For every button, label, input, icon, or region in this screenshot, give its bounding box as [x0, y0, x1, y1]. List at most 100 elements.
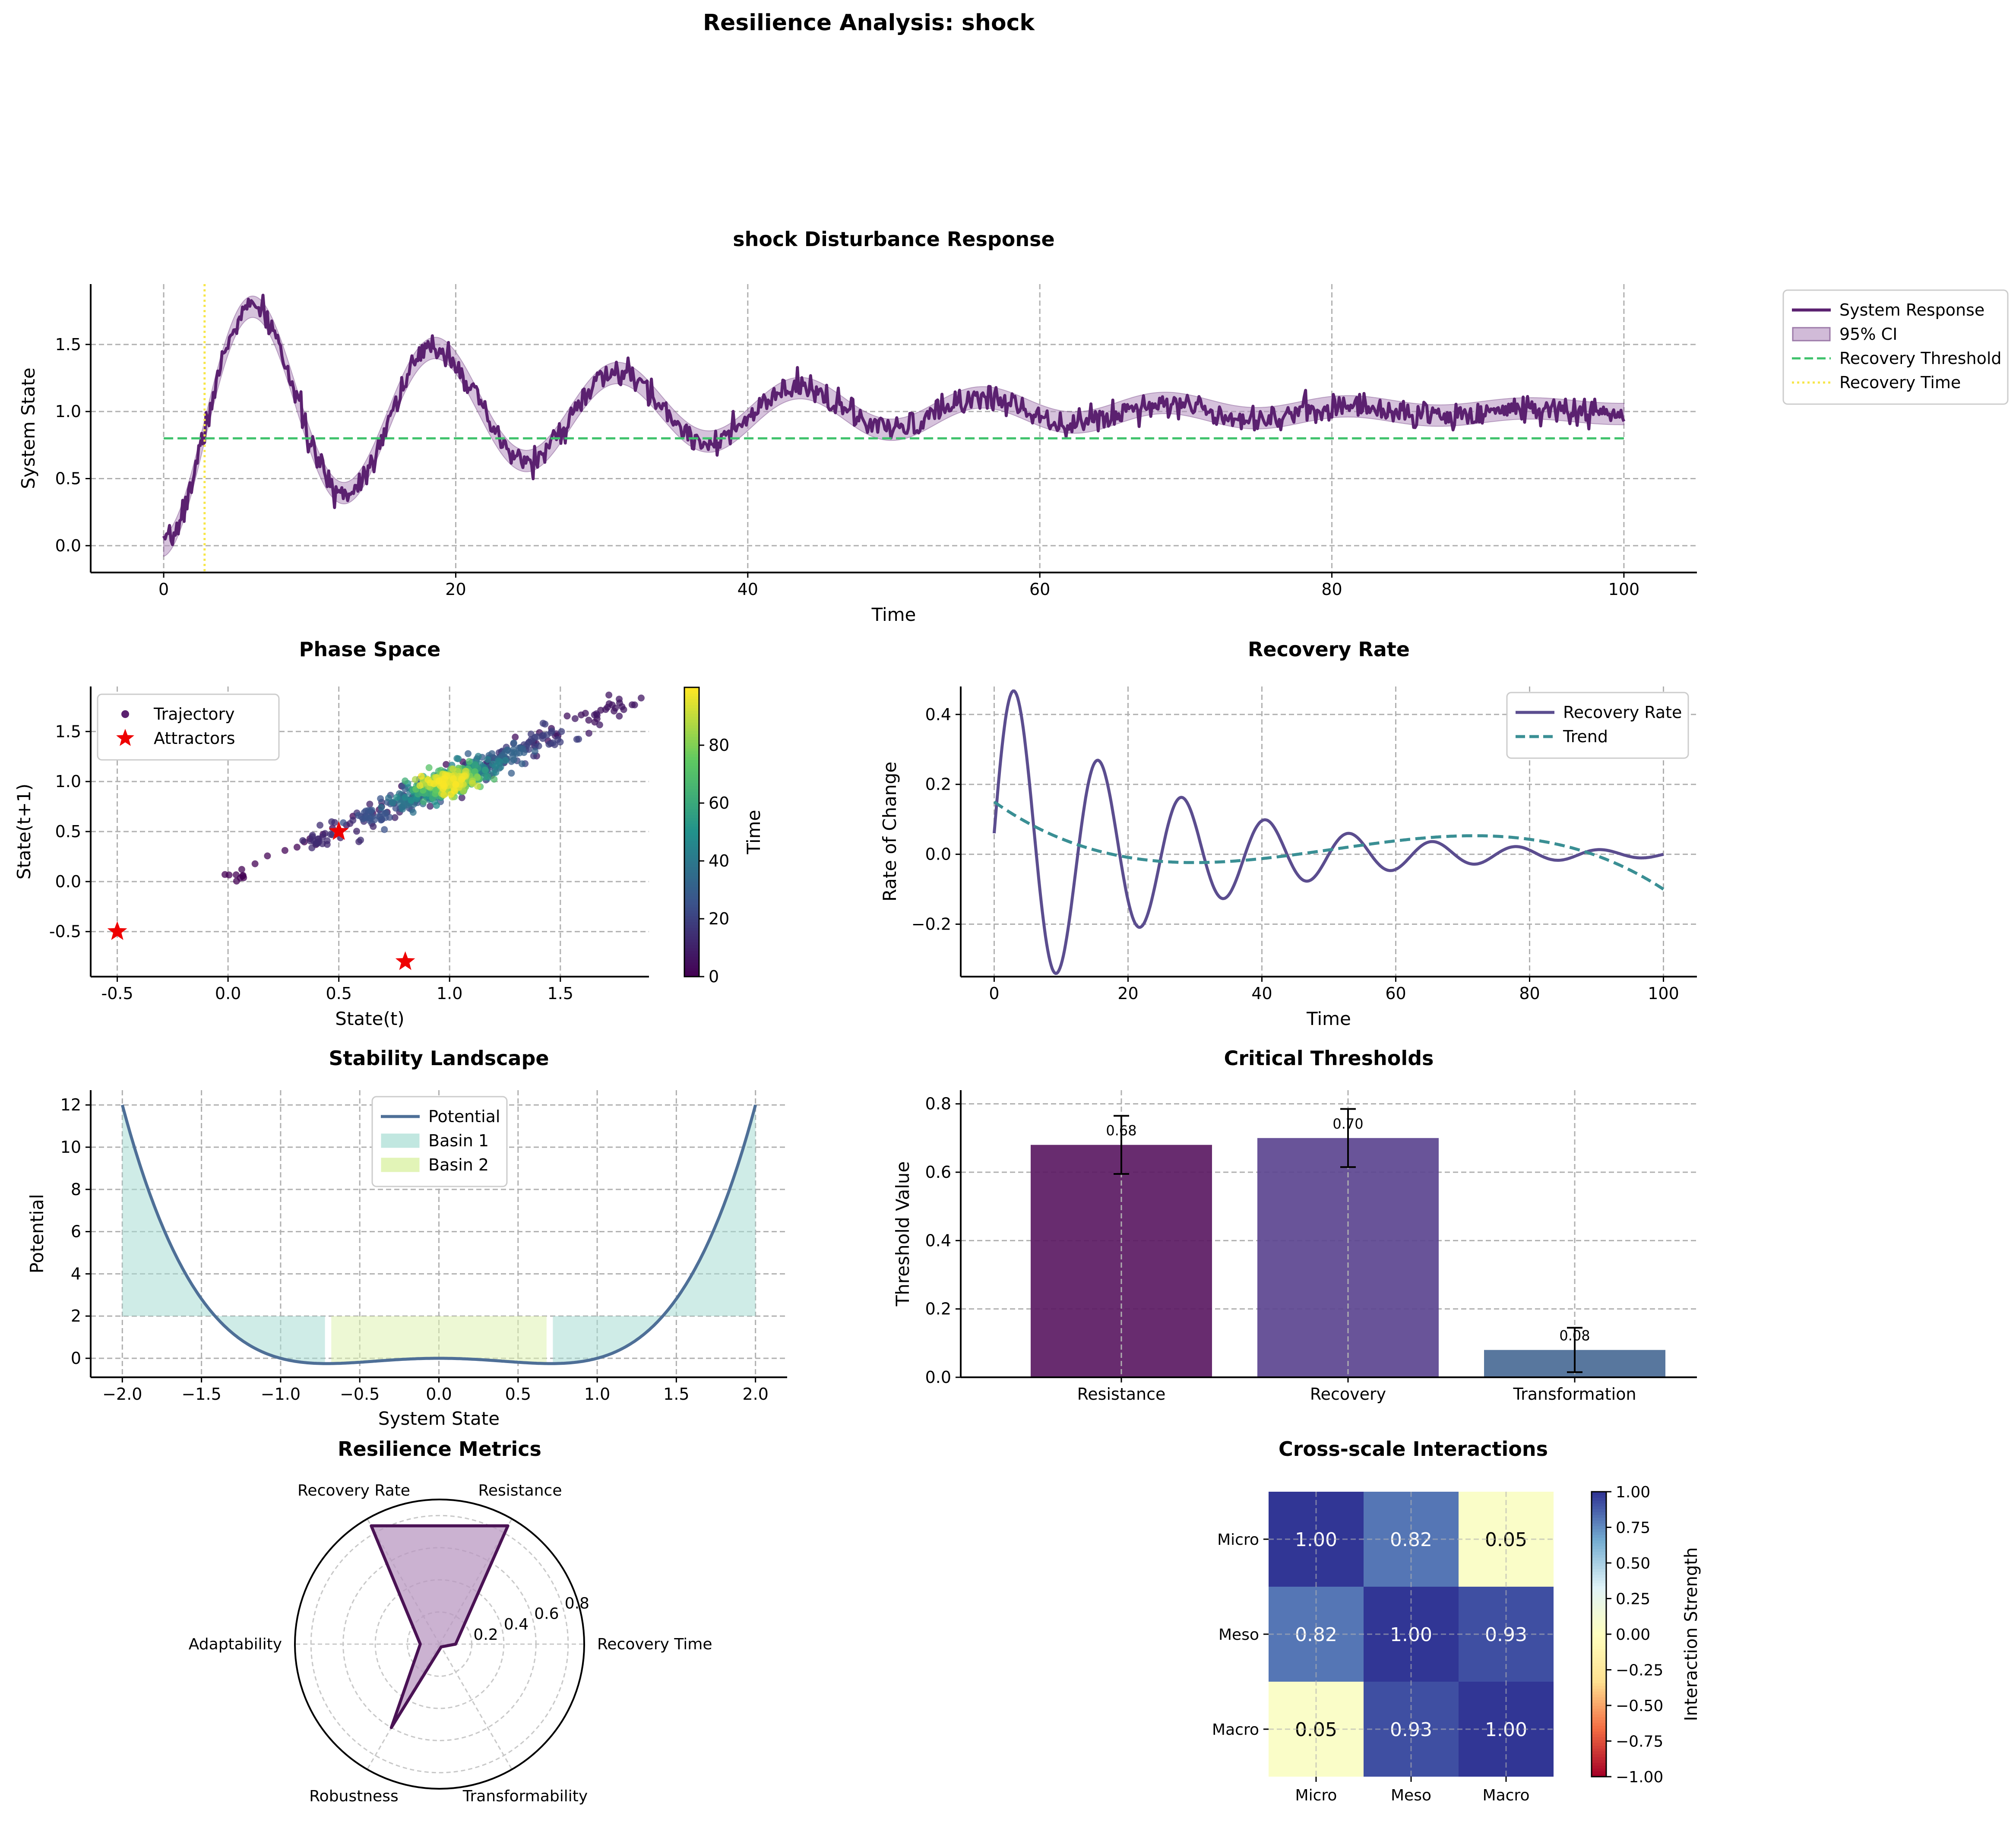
legend-swatch [1792, 327, 1831, 342]
colorbar-segment [684, 936, 699, 939]
trajectory-point [402, 777, 409, 784]
colorbar-tick-label: 1.00 [1616, 1484, 1650, 1501]
x-tick-label: −0.5 [340, 1385, 380, 1404]
colorbar-segment [1592, 1731, 1606, 1734]
trajectory-point [616, 699, 623, 706]
colorbar-segment [1592, 1725, 1606, 1729]
trajectory-point [418, 772, 425, 780]
bar-value-label: 0.70 [1332, 1116, 1363, 1132]
colorbar-segment [1592, 1714, 1606, 1718]
colorbar-segment [1592, 1594, 1606, 1598]
colorbar-segment [1592, 1694, 1606, 1698]
colorbar-segment [684, 962, 699, 966]
colorbar-segment [684, 693, 699, 697]
colorbar-segment [1592, 1660, 1606, 1663]
colorbar-segment [1592, 1531, 1606, 1535]
colorbar-segment [684, 702, 699, 705]
colorbar-segment [1592, 1745, 1606, 1749]
y-tick-label: 0.8 [925, 1094, 951, 1113]
y-tick-label: −0.2 [911, 915, 951, 934]
x-tick-label: Recovery [1310, 1385, 1386, 1404]
y-tick-label: 0.0 [55, 536, 81, 555]
trajectory-point [299, 837, 307, 844]
x-tick-label: −1.5 [181, 1385, 221, 1404]
trajectory-point [369, 813, 376, 820]
attractor-star [107, 921, 127, 940]
radar-r-tick-label: 0.4 [504, 1616, 529, 1633]
colorbar-segment [684, 690, 699, 694]
attractor-star [329, 821, 349, 840]
trajectory-point [368, 807, 376, 814]
colorbar-segment [1592, 1702, 1606, 1706]
trend-line [993, 800, 1665, 891]
colorbar-segment [1592, 1614, 1606, 1618]
colorbar-segment [1592, 1762, 1606, 1766]
colorbar-segment [684, 756, 699, 760]
colorbar-segment [684, 832, 699, 835]
colorbar-segment [1592, 1711, 1606, 1714]
trajectory-point [593, 710, 600, 718]
trajectory-point [293, 844, 301, 851]
panel-cross-scale-interactions: 1.000.820.050.821.000.930.050.931.00Micr… [1212, 1437, 1701, 1804]
colorbar-segment [684, 950, 699, 954]
trajectory-point [363, 813, 370, 821]
colorbar-segment [684, 765, 699, 769]
colorbar-label: Interaction Strength [1681, 1547, 1701, 1721]
colorbar-segment [1592, 1492, 1606, 1495]
colorbar-tick-label: −0.50 [1616, 1697, 1663, 1715]
colorbar-segment [684, 814, 699, 818]
trajectory-point [416, 782, 424, 789]
colorbar-segment [684, 771, 699, 775]
legend-swatch [381, 1158, 420, 1172]
x-tick-label: 1.5 [548, 984, 573, 1003]
colorbar-segment [684, 777, 699, 781]
colorbar-segment [684, 907, 699, 911]
x-tick-label: 80 [1321, 580, 1342, 599]
colorbar-segment [684, 916, 699, 919]
colorbar-segment [684, 768, 699, 772]
radar-axis-label: Adaptability [189, 1635, 282, 1653]
legend-entry: Recovery Threshold [1839, 349, 2002, 368]
trajectory-point [510, 749, 518, 756]
colorbar-segment [684, 800, 699, 803]
y-tick-label: 6 [71, 1222, 81, 1241]
colorbar-segment [684, 739, 699, 743]
y-tick-label: 4 [71, 1264, 81, 1283]
colorbar-segment [684, 870, 699, 873]
colorbar-segment [684, 791, 699, 795]
trajectory-point [496, 758, 503, 765]
trajectory-point [455, 755, 462, 762]
radar-r-tick-label: 0.8 [565, 1595, 589, 1613]
panel-title: shock Disturbance Response [733, 228, 1054, 251]
colorbar-segment [1592, 1634, 1606, 1638]
colorbar-segment [1592, 1506, 1606, 1509]
colorbar-segment [684, 774, 699, 778]
colorbar-segment [684, 817, 699, 821]
y-tick-label: 0.6 [925, 1163, 951, 1182]
y-tick-label: 1.5 [55, 722, 81, 741]
colorbar-segment [1592, 1503, 1606, 1506]
colorbar-segment [684, 864, 699, 867]
x-tick-label: 0.0 [215, 984, 241, 1003]
trajectory-point [608, 701, 616, 709]
radar-polygon [370, 1524, 510, 1729]
bar-value-label: 0.68 [1106, 1123, 1136, 1139]
trajectory-point [427, 803, 434, 810]
y-axis-label: Threshold Value [892, 1161, 913, 1307]
colorbar-segment [684, 904, 699, 908]
panel-recovery-rate: 0 20 40 60 80 100 −0.2 0.0 0.2 0.4 Recovery Rate Ti… [879, 638, 1697, 1029]
heatmap-cell [1269, 1492, 1364, 1587]
x-axis-label: Time [871, 604, 916, 625]
y-tick-label: 0.2 [925, 775, 951, 794]
colorbar-segment [684, 797, 699, 801]
trajectory-point [508, 769, 515, 777]
colorbar-segment [1592, 1734, 1606, 1737]
trajectory-point [558, 728, 565, 735]
colorbar-segment [684, 953, 699, 957]
trajectory-point [481, 766, 489, 774]
colorbar-segment [684, 736, 699, 740]
colorbar-segment [1592, 1537, 1606, 1541]
y-tick-label: 1.5 [55, 335, 81, 354]
panel-title: Stability Landscape [329, 1047, 549, 1070]
colorbar-tick-label: −0.25 [1616, 1662, 1663, 1680]
